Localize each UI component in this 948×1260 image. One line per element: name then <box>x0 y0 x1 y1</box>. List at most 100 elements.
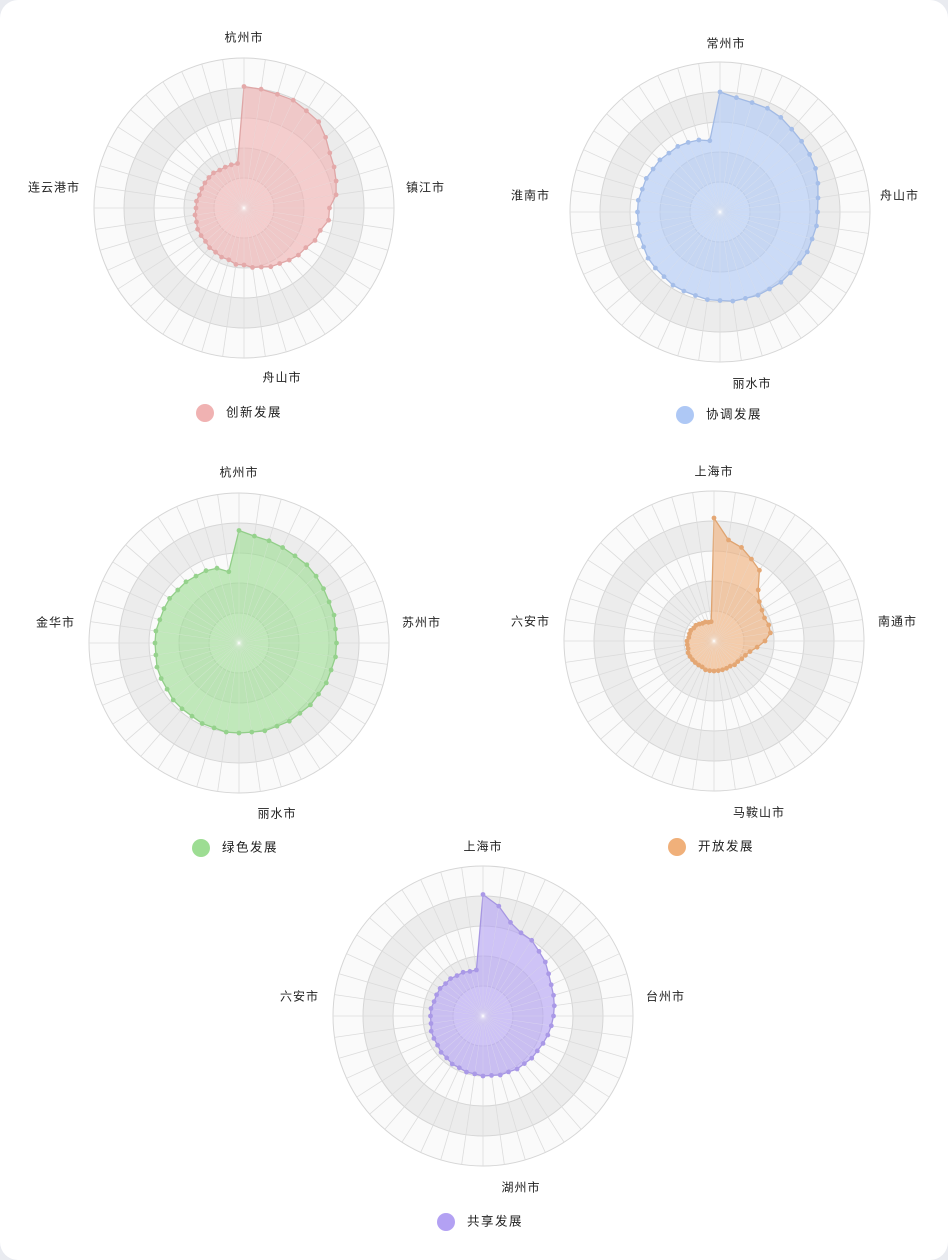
legend-swatch[interactable] <box>192 839 210 857</box>
legend-swatch[interactable] <box>668 838 686 856</box>
radar-point <box>467 969 473 974</box>
legend-label[interactable]: 开放发展 <box>698 839 754 854</box>
radar-inner-spoke <box>201 188 245 209</box>
radar-inner-spoke <box>663 211 721 277</box>
legend-item-4[interactable]: 开放发展 <box>668 838 754 856</box>
radar-inner-spoke <box>205 207 245 242</box>
legend-swatch[interactable] <box>196 404 214 422</box>
radar-inner-spoke <box>713 632 771 642</box>
radar-inner-spoke <box>243 94 278 209</box>
radar-point <box>235 161 241 166</box>
radar-point <box>241 84 247 89</box>
radar-point <box>228 162 234 168</box>
radar-inner-spoke <box>228 571 240 644</box>
radar-inner-spoke <box>713 640 723 670</box>
radar-point <box>635 221 641 227</box>
radar-inner-spoke <box>713 640 719 671</box>
radar-point <box>428 1021 434 1026</box>
radar-inner-spoke <box>709 140 721 213</box>
radar-point <box>815 180 821 186</box>
radar-point <box>317 228 323 233</box>
radar-point <box>715 668 721 674</box>
radar-point <box>161 606 167 612</box>
radar-point <box>711 515 717 521</box>
radar-point <box>529 1055 535 1061</box>
legend-item-3[interactable]: 绿色发展 <box>192 839 278 857</box>
radar-spoke <box>651 504 715 642</box>
radar-point <box>506 1069 511 1075</box>
radar-point <box>730 298 736 304</box>
legend-label[interactable]: 绿色发展 <box>222 840 278 855</box>
radar-spoke <box>615 527 715 642</box>
radar-point <box>154 664 160 670</box>
legend-item-5[interactable]: 共享发展 <box>437 1213 523 1231</box>
legend-label[interactable]: 共享发展 <box>467 1214 523 1229</box>
radar-inner-spoke <box>713 624 769 642</box>
radar-inner-spoke <box>702 623 715 642</box>
axis-label: 丽水市 <box>257 806 296 821</box>
legend-item-2[interactable]: 协调发展 <box>676 406 762 424</box>
radar-point <box>292 553 298 559</box>
radar-point <box>726 537 731 543</box>
radar-inner-spoke <box>169 598 240 644</box>
radar-inner-spoke <box>243 207 253 268</box>
radar-point <box>815 209 820 215</box>
radar-point <box>464 1069 469 1075</box>
radar-point <box>316 119 322 125</box>
legend-swatch[interactable] <box>676 406 694 424</box>
radar-point <box>717 298 723 303</box>
radar-inner-spoke <box>238 642 327 684</box>
radar-inner-spoke <box>445 983 484 1017</box>
radar-inner-spoke <box>195 575 240 644</box>
radar-inner-spoke <box>482 1015 492 1076</box>
radar-inner-spoke <box>699 623 715 642</box>
radar-point <box>213 249 219 255</box>
radar-inner-spoke <box>683 211 721 292</box>
radar-point <box>217 167 223 173</box>
radar-point <box>734 95 739 101</box>
legend-label[interactable]: 协调发展 <box>706 407 762 422</box>
radar-inner-spoke <box>238 642 253 733</box>
legend-item-1[interactable]: 创新发展 <box>196 404 282 422</box>
radar-point <box>496 903 502 909</box>
radar-inner-spoke <box>213 172 245 209</box>
radar-inner-spoke <box>482 1015 518 1070</box>
radar-inner-spoke <box>205 570 240 644</box>
radar-inner-spoke <box>243 89 262 209</box>
radar-inner-spoke <box>215 207 245 253</box>
radar-inner-spoke <box>456 975 484 1017</box>
radar-inner-spoke <box>243 207 262 268</box>
radar-point <box>211 170 216 176</box>
radar-inner-spoke <box>482 922 511 1017</box>
radar-inner-spoke <box>466 1015 484 1073</box>
radar-inner-spoke <box>433 1001 484 1017</box>
radar-inner-spoke <box>482 1015 501 1076</box>
radar-point <box>236 528 242 533</box>
radar-inner-spoke <box>238 642 336 658</box>
radar-inner-spoke <box>693 627 715 642</box>
radar-inner-spoke <box>196 200 245 209</box>
radar-inner-spoke <box>439 988 484 1017</box>
radar-inner-spoke <box>446 1015 484 1059</box>
radar-point <box>192 212 198 218</box>
radar-point <box>198 233 204 239</box>
radar-inner-spoke <box>713 640 739 662</box>
radar-point <box>641 244 646 250</box>
radar-inner-spoke <box>196 207 245 223</box>
radar-point <box>521 1061 527 1066</box>
radar-point <box>681 288 687 294</box>
axis-label: 镇江市 <box>406 180 445 195</box>
radar-point <box>732 662 737 668</box>
radar-point <box>297 710 303 716</box>
axis-label: 台州市 <box>646 989 685 1004</box>
radar-inner-spoke <box>713 609 763 642</box>
legend-label[interactable]: 创新发展 <box>226 405 282 420</box>
radar-point <box>645 255 651 261</box>
legend-swatch[interactable] <box>437 1213 455 1231</box>
radar-point <box>518 930 524 936</box>
radar-inner-spoke <box>719 154 810 213</box>
radar-point <box>249 729 255 735</box>
radar-point <box>327 205 332 211</box>
